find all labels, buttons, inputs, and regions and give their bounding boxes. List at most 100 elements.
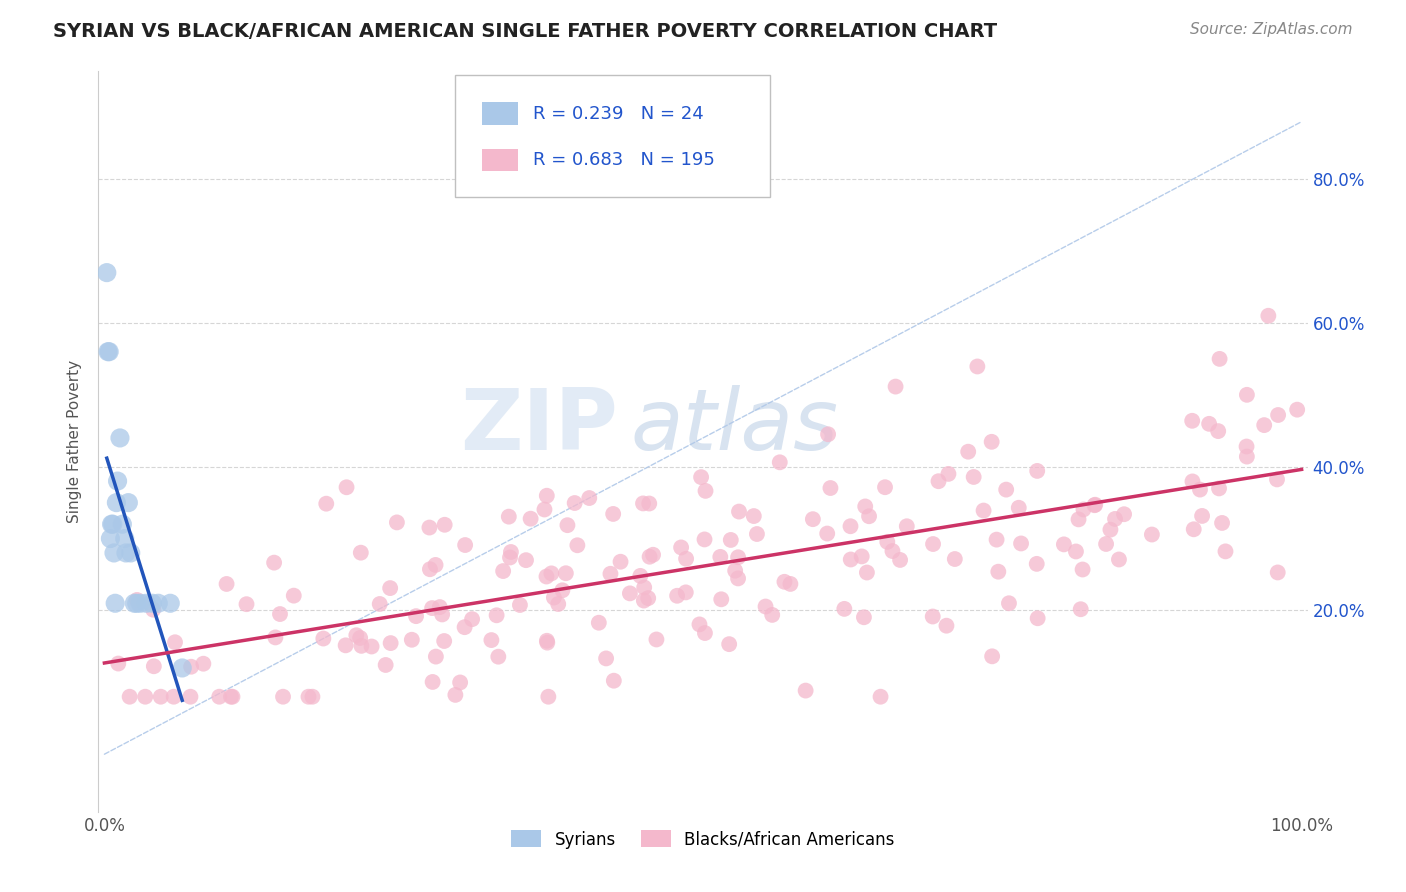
Point [235, 597, 257, 611]
Point [98, 344, 121, 359]
Point [312, 632, 335, 646]
Point [536, 489, 558, 503]
Point [547, 597, 569, 611]
Point [1208, 482, 1230, 496]
Point [1236, 440, 1258, 454]
Point [344, 628, 367, 642]
Point [111, 517, 134, 532]
Point [114, 532, 136, 546]
Point [779, 577, 801, 591]
Point [335, 480, 357, 494]
Point [540, 566, 562, 581]
Point [1208, 351, 1230, 366]
Point [219, 690, 242, 704]
Point [1140, 527, 1163, 541]
Point [385, 516, 408, 530]
Point [374, 657, 396, 672]
Point [129, 596, 152, 610]
Point [839, 552, 862, 566]
Point [957, 444, 980, 458]
Point [856, 566, 879, 580]
Point [727, 550, 749, 565]
Point [105, 495, 128, 509]
Point [498, 509, 520, 524]
Point [602, 507, 624, 521]
Point [884, 379, 907, 393]
Point [461, 612, 484, 626]
Point [710, 592, 733, 607]
Point [628, 569, 651, 583]
Point [935, 618, 957, 632]
Point [1206, 424, 1229, 438]
Point [543, 591, 565, 605]
Point [1064, 544, 1087, 558]
Point [125, 596, 148, 610]
Point [551, 583, 574, 598]
Point [1053, 537, 1076, 551]
Point [693, 626, 716, 640]
Y-axis label: Single Father Poverty: Single Father Poverty [67, 360, 83, 523]
Point [609, 555, 631, 569]
Text: Source: ZipAtlas.com: Source: ZipAtlas.com [1189, 22, 1353, 37]
Point [557, 518, 579, 533]
Point [1083, 498, 1105, 512]
Point [638, 496, 661, 510]
Text: R = 0.683   N = 195: R = 0.683 N = 195 [533, 152, 714, 169]
Point [271, 690, 294, 704]
Point [159, 596, 181, 610]
Point [115, 546, 138, 560]
Point [97, 344, 120, 359]
FancyBboxPatch shape [456, 75, 769, 197]
Point [641, 548, 664, 562]
Point [1267, 566, 1289, 580]
Point [172, 661, 194, 675]
Point [599, 566, 621, 581]
Point [492, 564, 515, 578]
Point [1211, 516, 1233, 530]
Point [349, 631, 371, 645]
Point [380, 636, 402, 650]
Point [120, 546, 142, 560]
Point [921, 609, 943, 624]
Point [815, 526, 838, 541]
Point [533, 502, 555, 516]
Point [633, 581, 655, 595]
Point [633, 593, 655, 607]
Point [724, 564, 747, 578]
Point [619, 586, 641, 600]
Point [422, 675, 444, 690]
Point [481, 633, 503, 648]
Point [1198, 417, 1220, 431]
Point [1067, 512, 1090, 526]
Point [499, 545, 522, 559]
Point [675, 551, 697, 566]
Point [425, 649, 447, 664]
Point [433, 517, 456, 532]
Point [1267, 408, 1289, 422]
Point [1236, 450, 1258, 464]
Point [928, 474, 950, 488]
Point [817, 427, 839, 442]
Point [761, 607, 783, 622]
Point [433, 634, 456, 648]
FancyBboxPatch shape [482, 149, 517, 171]
Point [125, 593, 148, 607]
Point [100, 532, 122, 546]
Point [1181, 475, 1204, 489]
Point [666, 589, 689, 603]
Point [839, 519, 862, 533]
Text: ZIP: ZIP [461, 385, 619, 468]
Point [1215, 544, 1237, 558]
Point [1099, 523, 1122, 537]
Point [107, 657, 129, 671]
Point [425, 558, 447, 572]
Point [449, 675, 471, 690]
Point [221, 690, 243, 704]
Point [117, 495, 139, 509]
Point [1188, 483, 1211, 497]
Point [103, 546, 125, 560]
Point [638, 549, 661, 564]
Point [645, 632, 668, 647]
Point [420, 601, 443, 615]
Point [943, 552, 966, 566]
